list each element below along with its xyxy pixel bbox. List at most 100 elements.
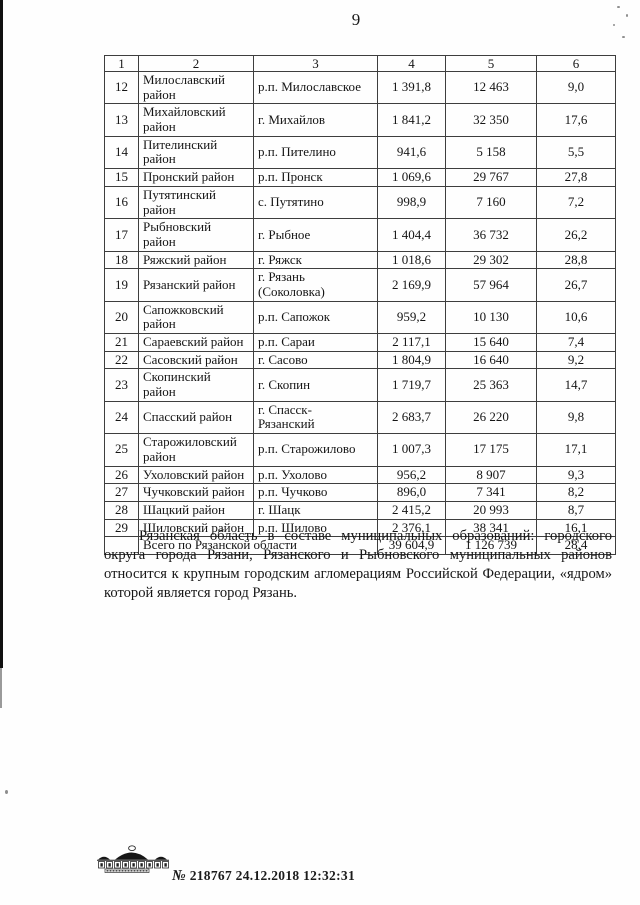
population-value: 7 160: [445, 185, 537, 220]
row-number: 28: [104, 500, 139, 520]
admin-center: р.п. Сапожок: [253, 300, 378, 335]
table-row: 20 Сапожковский район р.п. Сапожок 959,2…: [104, 300, 616, 335]
col-header-6: 6: [536, 55, 616, 72]
admin-center: г. Ряжск: [253, 250, 378, 270]
population-value: 8 907: [445, 465, 537, 485]
admin-center: р.п. Сараи: [253, 333, 378, 352]
col-header-2: 2: [138, 55, 254, 72]
district-name: Рязанский район: [138, 268, 254, 302]
area-value: 956,2: [377, 465, 446, 485]
page-number: 9: [351, 10, 361, 29]
population-value: 26 220: [445, 400, 537, 435]
area-value: 2 169,9: [377, 268, 446, 302]
total-population: 1 126 739: [445, 536, 537, 555]
admin-center: г. Сасово: [253, 350, 378, 370]
table-row: 13 Михайловский район г. Михайлов 1 841,…: [104, 103, 616, 137]
table-row: 23 Скопинский район г. Скопин 1 719,7 25…: [104, 368, 616, 402]
admin-center: р.п. Пронск: [253, 168, 378, 187]
population-value: 29 302: [445, 250, 537, 270]
area-value: 2 415,2: [377, 500, 446, 520]
district-name: Старожиловский район: [138, 433, 254, 467]
row-number: 25: [104, 433, 139, 467]
population-value: 16 640: [445, 350, 537, 370]
population-value: 57 964: [445, 268, 537, 302]
district-name: Шацкий район: [138, 500, 254, 520]
table-row: 17 Рыбновский район г. Рыбное 1 404,4 36…: [104, 218, 616, 252]
area-value: 1 841,2: [377, 103, 446, 137]
registration-number: № 218767 24.12.2018 12:32:31: [172, 868, 355, 885]
district-name: Михайловский район: [138, 103, 254, 137]
admin-center: г. Скопин: [253, 368, 378, 402]
density-value: 28,8: [536, 250, 616, 270]
density-value: 7,4: [536, 333, 616, 352]
row-number: 20: [104, 300, 139, 335]
density-value: 26,7: [536, 268, 616, 302]
population-value: 17 175: [445, 433, 537, 467]
admin-center: с. Путятино: [253, 185, 378, 220]
row-number: 24: [104, 400, 139, 435]
district-name: Пронский район: [138, 168, 254, 187]
row-number: 19: [104, 268, 139, 302]
scan-speck: [613, 24, 615, 26]
row-number: 14: [104, 135, 139, 170]
population-value: 7 341: [445, 483, 537, 502]
table-row: 26 Ухоловский район р.п. Ухолово 956,2 8…: [104, 465, 616, 485]
density-value: 7,2: [536, 185, 616, 220]
density-value: 27,8: [536, 168, 616, 187]
district-name: Скопинский район: [138, 368, 254, 402]
admin-center: г. Шацк: [253, 500, 378, 520]
area-value: 896,0: [377, 483, 446, 502]
district-name: Чучковский район: [138, 483, 254, 502]
density-value: 8,2: [536, 483, 616, 502]
table-row: 24 Спасский район г. Спасск- Рязанский 2…: [104, 400, 616, 435]
scan-speck: [626, 14, 628, 17]
total-area: 39 604,9: [377, 536, 446, 555]
row-number: 21: [104, 333, 139, 352]
admin-center: г. Рязань (Соколовка): [253, 268, 378, 302]
district-name: Спасский район: [138, 400, 254, 435]
area-value: 1 404,4: [377, 218, 446, 252]
table-row: 25 Старожиловский район р.п. Старожилово…: [104, 433, 616, 467]
density-value: 17,1: [536, 433, 616, 467]
density-value: 9,8: [536, 400, 616, 435]
district-name: Ряжский район: [138, 250, 254, 270]
row-number: 22: [104, 350, 139, 370]
population-value: 36 732: [445, 218, 537, 252]
body-paragraph: Рязанская область в составе муниципальны…: [104, 528, 612, 601]
col-header-4: 4: [377, 55, 446, 72]
row-number: 15: [104, 168, 139, 187]
population-value: 12 463: [445, 70, 537, 105]
table-total-row: Всего по Рязанской области 39 604,9 1 12…: [104, 536, 616, 555]
district-name: Милославский район: [138, 70, 254, 105]
districts-table-wrapper: 1 2 3 4 5 6 12 Милославский район р.п. М…: [104, 55, 616, 555]
density-value: 26,2: [536, 218, 616, 252]
admin-center: р.п. Старожилово: [253, 433, 378, 467]
density-value: 10,6: [536, 300, 616, 335]
table-row: 18 Ряжский район г. Ряжск 1 018,6 29 302…: [104, 250, 616, 270]
table-row: 12 Милославский район р.п. Милославское …: [104, 70, 616, 105]
district-name: Путятинский район: [138, 185, 254, 220]
col-header-3: 3: [253, 55, 378, 72]
table-row: 28 Шацкий район г. Шацк 2 415,2 20 993 8…: [104, 500, 616, 520]
district-name: Сасовский район: [138, 350, 254, 370]
table-row: 14 Пителинский район р.п. Пителино 941,6…: [104, 135, 616, 170]
area-value: 2 683,7: [377, 400, 446, 435]
row-number: 26: [104, 465, 139, 485]
admin-center: р.п. Пителино: [253, 135, 378, 170]
district-name: Рыбновский район: [138, 218, 254, 252]
admin-center: г. Рыбное: [253, 218, 378, 252]
row-number: 13: [104, 103, 139, 137]
table-row: 21 Сараевский район р.п. Сараи 2 117,1 1…: [104, 333, 616, 352]
table-row: 22 Сасовский район г. Сасово 1 804,9 16 …: [104, 350, 616, 370]
row-number: 12: [104, 70, 139, 105]
density-value: 9,3: [536, 465, 616, 485]
population-value: 5 158: [445, 135, 537, 170]
table-row: 27 Чучковский район р.п. Чучково 896,0 7…: [104, 483, 616, 502]
total-density: 28,4: [536, 536, 616, 555]
admin-center: р.п. Милославское: [253, 70, 378, 105]
districts-table: 1 2 3 4 5 6 12 Милославский район р.п. М…: [104, 55, 616, 555]
table-row: 15 Пронский район р.п. Пронск 1 069,6 29…: [104, 168, 616, 187]
col-header-5: 5: [445, 55, 537, 72]
density-value: 5,5: [536, 135, 616, 170]
population-value: 20 993: [445, 500, 537, 520]
